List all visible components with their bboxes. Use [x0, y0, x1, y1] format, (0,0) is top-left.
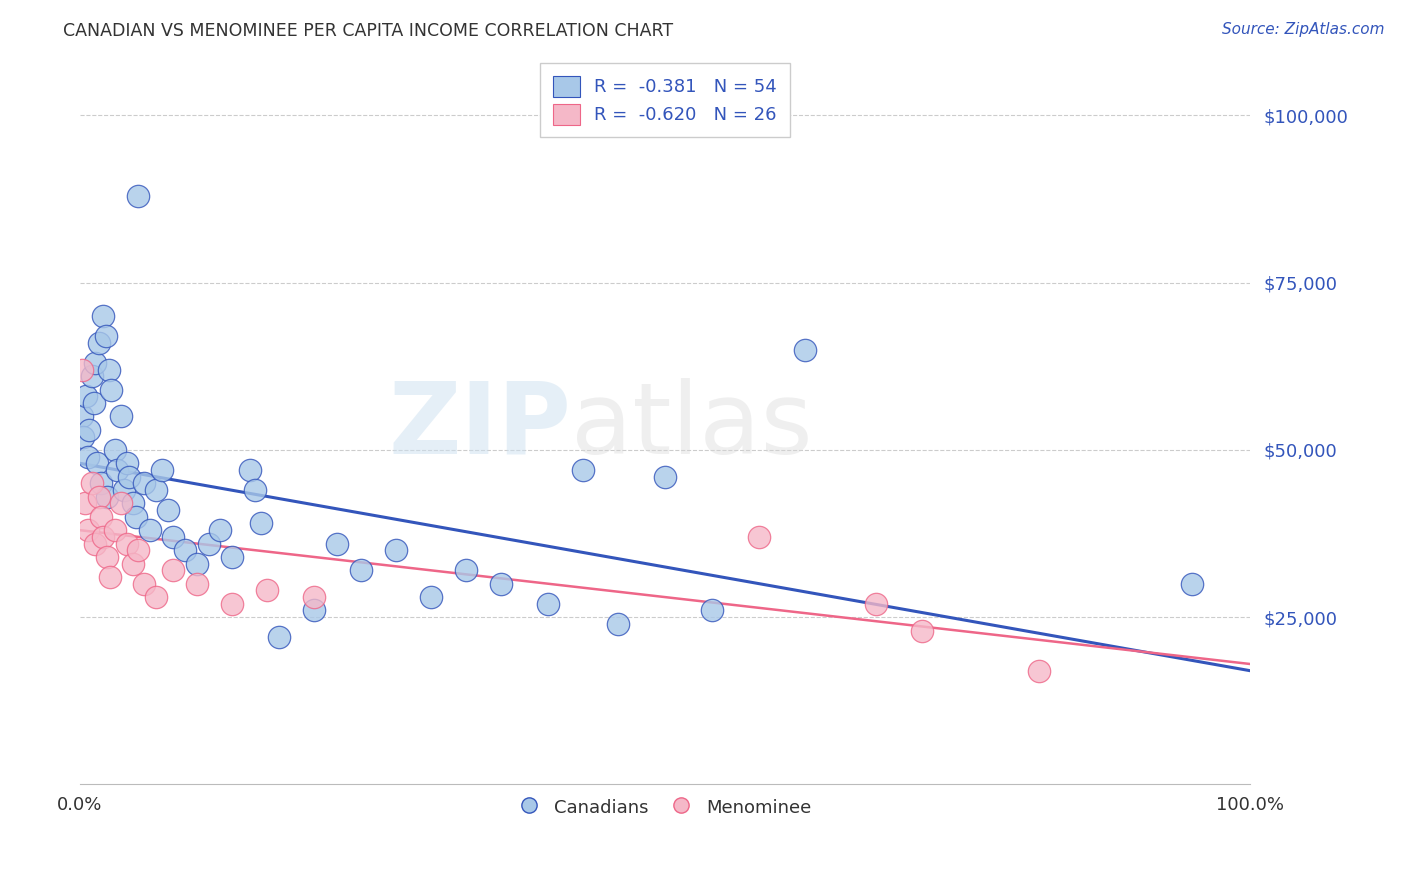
Point: [96, 549, 118, 564]
Point: [91, 530, 114, 544]
Point: [80, 476, 103, 491]
Point: [98, 362, 121, 376]
Point: [186, 576, 208, 591]
Point: [118, 469, 141, 483]
Point: [419, 590, 441, 604]
Point: [385, 543, 408, 558]
Point: [105, 463, 128, 477]
Legend: Canadians, Menominee: Canadians, Menominee: [510, 789, 820, 825]
Point: [104, 442, 127, 457]
Point: [197, 536, 219, 550]
Point: [221, 597, 243, 611]
Point: [654, 469, 676, 483]
Point: [84, 536, 107, 550]
Point: [865, 597, 887, 611]
Point: [572, 463, 595, 477]
Point: [186, 557, 208, 571]
Text: atlas: atlas: [571, 378, 813, 475]
Point: [110, 409, 132, 424]
Point: [70, 409, 93, 424]
Text: Source: ZipAtlas.com: Source: ZipAtlas.com: [1222, 22, 1385, 37]
Point: [1028, 664, 1050, 678]
Point: [238, 463, 260, 477]
Point: [607, 616, 630, 631]
Point: [75, 389, 97, 403]
Point: [794, 343, 817, 357]
Point: [72, 429, 94, 443]
Text: ZIP: ZIP: [388, 378, 571, 475]
Point: [96, 490, 118, 504]
Point: [115, 536, 138, 550]
Point: [150, 463, 173, 477]
Point: [911, 624, 934, 638]
Point: [87, 335, 110, 350]
Point: [86, 456, 108, 470]
Point: [121, 496, 143, 510]
Point: [1180, 576, 1202, 591]
Point: [100, 383, 122, 397]
Point: [326, 536, 349, 550]
Point: [145, 590, 167, 604]
Point: [90, 476, 112, 491]
Point: [537, 597, 560, 611]
Point: [302, 590, 325, 604]
Point: [83, 396, 105, 410]
Point: [139, 523, 162, 537]
Point: [77, 423, 100, 437]
Point: [256, 583, 278, 598]
Point: [250, 516, 273, 531]
Point: [91, 309, 114, 323]
Point: [90, 509, 112, 524]
Point: [115, 456, 138, 470]
Point: [94, 329, 117, 343]
Point: [121, 557, 143, 571]
Point: [84, 356, 107, 370]
Point: [267, 630, 290, 644]
Point: [302, 603, 325, 617]
Point: [112, 483, 135, 497]
Point: [80, 369, 103, 384]
Point: [700, 603, 723, 617]
Point: [134, 576, 156, 591]
Point: [104, 523, 127, 537]
Point: [127, 188, 149, 202]
Point: [221, 549, 243, 564]
Point: [77, 450, 100, 464]
Point: [87, 490, 110, 504]
Point: [125, 509, 148, 524]
Text: CANADIAN VS MENOMINEE PER CAPITA INCOME CORRELATION CHART: CANADIAN VS MENOMINEE PER CAPITA INCOME …: [63, 22, 673, 40]
Point: [489, 576, 512, 591]
Point: [174, 543, 197, 558]
Point: [748, 530, 770, 544]
Point: [127, 543, 149, 558]
Point: [350, 563, 373, 577]
Point: [77, 523, 100, 537]
Point: [209, 523, 232, 537]
Point: [134, 476, 156, 491]
Point: [156, 503, 179, 517]
Point: [70, 362, 93, 376]
Point: [110, 496, 132, 510]
Point: [245, 483, 267, 497]
Point: [73, 496, 96, 510]
Point: [145, 483, 167, 497]
Point: [162, 530, 184, 544]
Point: [98, 570, 121, 584]
Point: [162, 563, 184, 577]
Point: [454, 563, 477, 577]
